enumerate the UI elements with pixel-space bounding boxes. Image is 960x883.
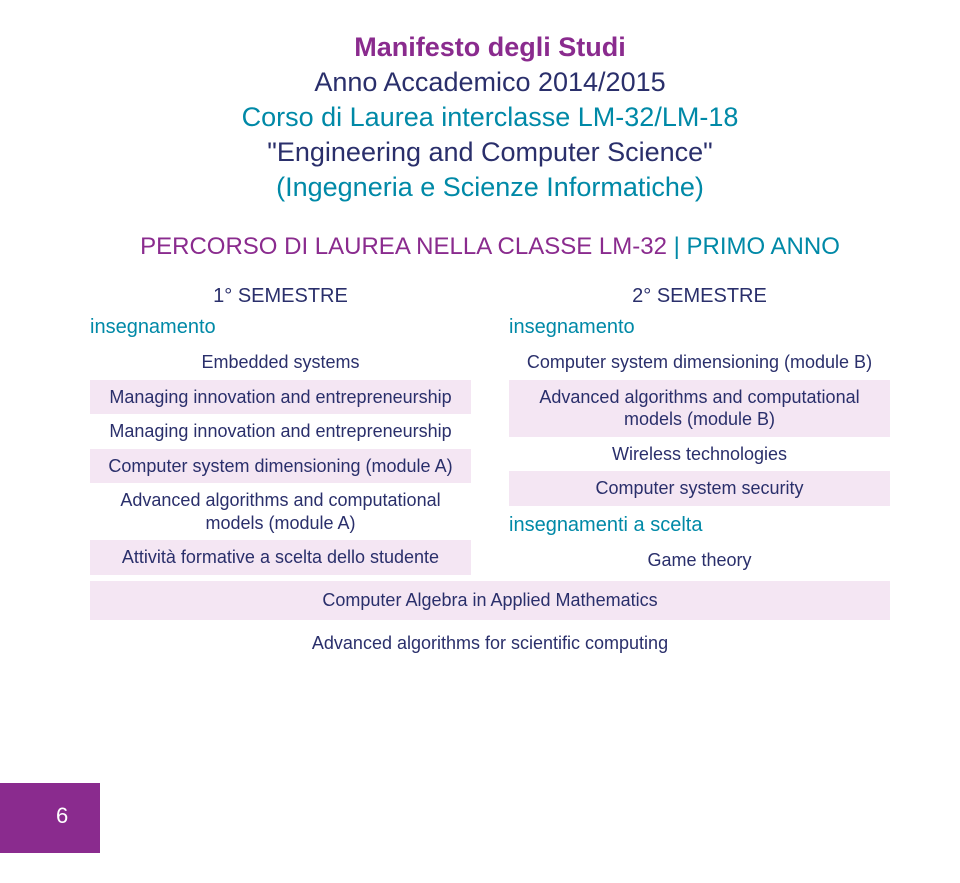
header-block: Manifesto degli Studi Anno Accademico 20… — [90, 30, 890, 205]
list-item: Computer system dimensioning (module B) — [509, 345, 890, 380]
quoted-line: "Engineering and Computer Science" — [90, 135, 890, 170]
page-band — [0, 783, 100, 853]
list-item: Managing innovation and entrepreneurship — [90, 414, 471, 449]
group-label-right-2: insegnamenti a scelta — [509, 514, 890, 537]
subtitle-year: Anno Accademico 2014/2015 — [90, 65, 890, 100]
list-item: Advanced algorithms and computational mo… — [90, 483, 471, 540]
right-items-1: Computer system dimensioning (module B)A… — [509, 345, 890, 506]
right-items-2: Game theory — [509, 543, 890, 578]
list-item: Computer system security — [509, 471, 890, 506]
list-item: Embedded systems — [90, 345, 471, 380]
list-item: Game theory — [509, 543, 890, 578]
list-item: Computer system dimensioning (module A) — [90, 449, 471, 484]
group-label-left: insegnamento — [90, 316, 471, 339]
page-number: 6 — [56, 803, 68, 829]
left-items: Embedded systemsManaging innovation and … — [90, 345, 471, 575]
list-item: Wireless technologies — [509, 437, 890, 472]
section-header: PERCORSO DI LAUREA NELLA CLASSE LM-32 | … — [90, 233, 890, 261]
section-header-left: PERCORSO DI LAUREA NELLA CLASSE LM-32 — [140, 233, 667, 260]
list-item: Advanced algorithms and computational mo… — [509, 380, 890, 437]
semester-label-right: 2° SEMESTRE — [509, 285, 890, 308]
section-header-right: | PRIMO ANNO — [667, 233, 840, 260]
semester-label-left: 1° SEMESTRE — [90, 285, 471, 308]
full-width-items: Computer Algebra in Applied Mathematics A… — [90, 581, 890, 662]
group-label-right-1: insegnamento — [509, 316, 890, 339]
list-item: Attività formative a scelta dello studen… — [90, 540, 471, 575]
paren-line: (Ingegneria e Scienze Informatiche) — [90, 170, 890, 205]
course-name: Corso di Laurea interclasse LM-32/LM-18 — [90, 100, 890, 135]
list-item: Managing innovation and entrepreneurship — [90, 380, 471, 415]
right-column: 2° SEMESTRE insegnamento Computer system… — [509, 285, 890, 577]
left-column: 1° SEMESTRE insegnamento Embedded system… — [90, 285, 471, 577]
list-item: Computer Algebra in Applied Mathematics — [90, 581, 890, 620]
list-item: Advanced algorithms for scientific compu… — [90, 624, 890, 663]
columns: 1° SEMESTRE insegnamento Embedded system… — [90, 285, 890, 577]
title-main: Manifesto degli Studi — [90, 30, 890, 65]
